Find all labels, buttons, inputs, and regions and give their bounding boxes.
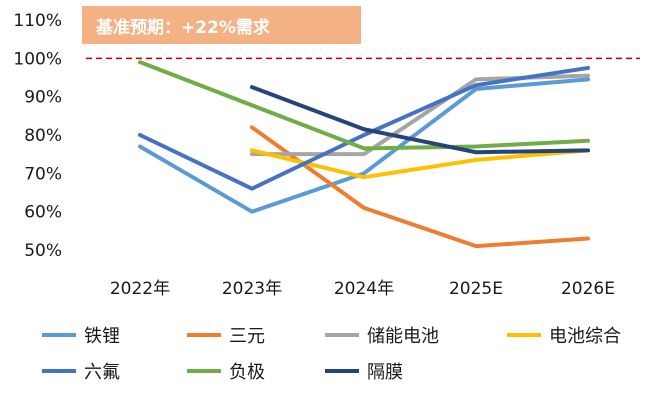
- expectation-banner: 基准预期：+22%需求: [82, 6, 361, 44]
- legend-swatch: [42, 369, 76, 373]
- legend-item: 负极: [187, 355, 265, 387]
- legend-label: 六氟: [84, 362, 120, 383]
- legend-label: 负极: [229, 362, 265, 383]
- x-tick-label: 2025E: [449, 279, 503, 299]
- legend-label: 储能电池: [367, 326, 439, 347]
- legend-label: 三元: [229, 326, 265, 347]
- y-tick-label: 70%: [24, 164, 62, 184]
- x-tick-label: 2026E: [561, 279, 615, 299]
- legend-item: 隔膜: [325, 355, 403, 387]
- legend-item: 六氟: [42, 355, 120, 387]
- legend-item: 电池综合: [507, 319, 621, 351]
- legend-label: 隔膜: [367, 362, 403, 383]
- series-line-铁锂: [138, 77, 590, 214]
- series-line-六氟: [138, 65, 590, 191]
- y-tick-label: 80%: [24, 126, 62, 146]
- y-tick-label: 100%: [13, 49, 62, 69]
- legend-swatch: [325, 369, 359, 373]
- series-line-负极: [138, 60, 590, 151]
- legend-swatch: [325, 333, 359, 337]
- series-line-三元: [250, 125, 590, 249]
- legend-swatch: [187, 369, 221, 373]
- x-tick-label: 2022年: [110, 279, 170, 299]
- annotation-text: 基准预期：+22%需求: [96, 17, 270, 38]
- legend-item: 三元: [187, 319, 265, 351]
- legend-label: 铁锂: [84, 326, 120, 347]
- y-tick-label: 90%: [24, 88, 62, 108]
- series-line-隔膜: [250, 85, 590, 155]
- legend-swatch: [507, 333, 541, 337]
- legend-item: 铁锂: [42, 319, 120, 351]
- legend-swatch: [42, 333, 76, 337]
- legend-item: 储能电池: [325, 319, 439, 351]
- x-tick-label: 2024年: [334, 279, 394, 299]
- y-tick-label: 60%: [24, 203, 62, 223]
- legend-label: 电池综合: [549, 326, 621, 347]
- x-tick-label: 2023年: [222, 279, 282, 299]
- y-tick-label: 110%: [13, 11, 62, 31]
- y-tick-label: 50%: [24, 241, 62, 261]
- legend-swatch: [187, 333, 221, 337]
- line-chart: 110% 100% 90% 80% 70% 60% 50% 2022年 2023年 2024年 2…: [13, 11, 640, 299]
